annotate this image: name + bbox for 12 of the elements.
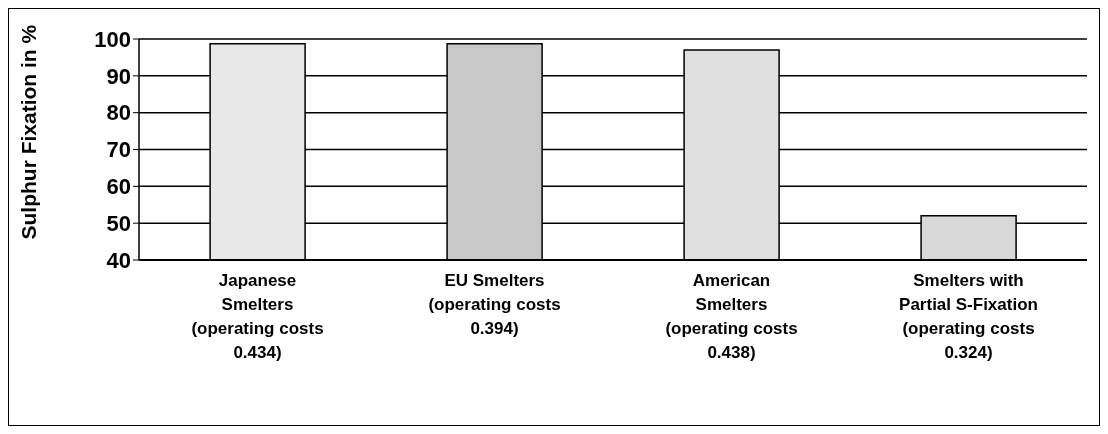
y-tick-label: 90 [106, 63, 131, 89]
x-tick-label: Japanese Smelters (operating costs 0.434) [191, 271, 324, 362]
y-axis-title: Sulphur Fixation in % [17, 24, 41, 240]
y-tick-label: 100 [94, 26, 131, 52]
y-tick-label: 60 [106, 174, 131, 200]
y-tick-label: 80 [106, 100, 131, 126]
y-tick-label: 40 [106, 247, 131, 273]
x-tick-label: American Smelters (operating costs 0.438) [665, 271, 798, 362]
y-tick-label: 50 [106, 210, 131, 236]
x-tick-label: EU Smelters (operating costs 0.394) [428, 271, 561, 338]
y-tick-label: 70 [106, 137, 131, 163]
x-tick-label: Smelters with Partial S-Fixation (operating costs 0.324) [899, 271, 1038, 362]
